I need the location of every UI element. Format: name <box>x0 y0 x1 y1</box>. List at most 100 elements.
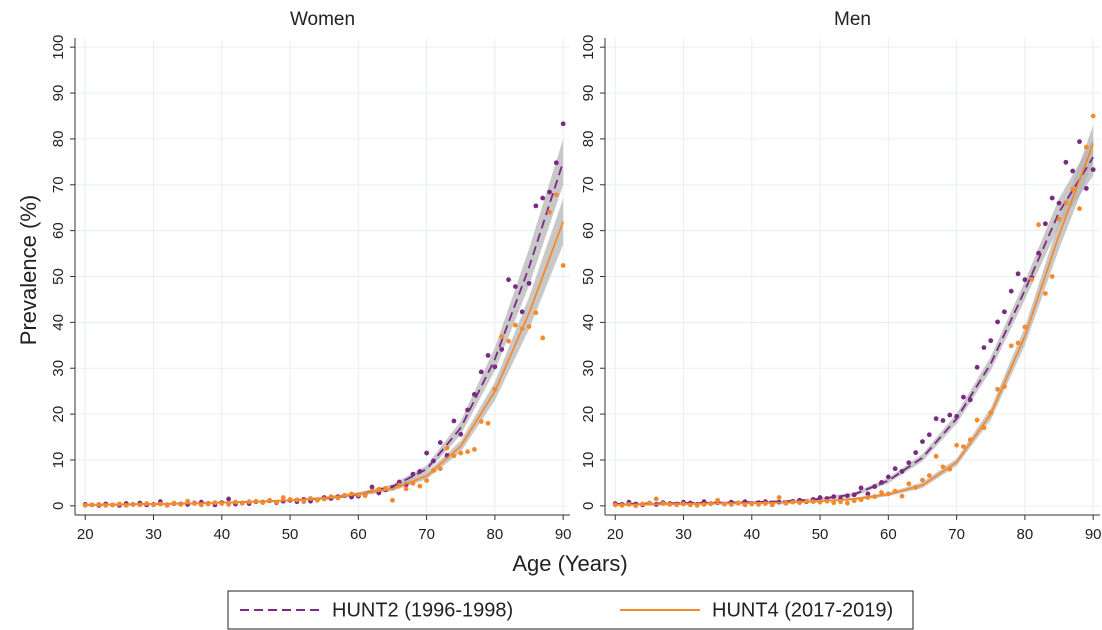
data-point <box>1022 324 1028 330</box>
x-tick-label: 40 <box>743 526 760 543</box>
data-point <box>988 338 994 344</box>
data-point <box>844 500 850 506</box>
data-point <box>1090 167 1096 173</box>
fit-line <box>615 156 1094 505</box>
data-point <box>885 474 891 480</box>
fit-line <box>85 221 565 506</box>
data-point <box>933 453 939 459</box>
data-point <box>560 121 566 127</box>
data-point <box>540 335 546 341</box>
y-tick-label: 80 <box>580 131 597 148</box>
data-point <box>403 486 409 492</box>
y-tick-label: 90 <box>50 85 67 102</box>
x-tick-label: 30 <box>145 526 162 543</box>
fit-line <box>615 143 1095 506</box>
x-tick-label: 20 <box>607 526 624 543</box>
y-tick-label: 50 <box>580 268 597 285</box>
data-point <box>451 418 457 424</box>
data-point <box>1056 200 1062 206</box>
data-point <box>560 263 566 268</box>
x-tick-label: 30 <box>675 526 692 543</box>
data-point <box>533 203 539 209</box>
x-tick-label: 50 <box>282 526 299 543</box>
y-tick-label: 100 <box>50 35 67 60</box>
panel-title: Women <box>290 9 355 30</box>
data-point <box>954 442 960 448</box>
data-point <box>424 450 430 456</box>
data-point <box>981 345 987 350</box>
data-point <box>974 364 980 370</box>
data-point <box>920 477 925 483</box>
data-point <box>472 447 477 452</box>
data-point <box>1049 274 1055 279</box>
data-point <box>485 352 491 358</box>
data-point <box>961 394 966 400</box>
data-point <box>1077 206 1082 212</box>
y-tick-label: 0 <box>580 502 597 510</box>
data-point <box>280 495 286 500</box>
data-point <box>540 195 546 201</box>
x-tick-label: 40 <box>213 526 230 543</box>
y-tick-label: 80 <box>50 131 67 148</box>
y-tick-label: 60 <box>580 222 597 239</box>
data-point <box>1063 200 1069 206</box>
y-tick-label: 30 <box>50 360 67 377</box>
data-point <box>926 432 932 438</box>
data-point <box>512 284 518 289</box>
data-point <box>547 209 552 215</box>
data-point <box>1090 113 1096 119</box>
data-point <box>553 192 559 198</box>
data-point <box>1077 139 1082 145</box>
data-point <box>1063 159 1069 165</box>
data-point <box>1015 340 1021 346</box>
data-point <box>526 280 532 286</box>
y-tick-label: 40 <box>50 314 67 331</box>
data-point <box>995 386 1000 392</box>
x-tick-label: 90 <box>1085 526 1102 543</box>
data-point <box>1056 216 1062 222</box>
y-tick-label: 20 <box>580 406 597 423</box>
data-point <box>506 338 511 344</box>
data-point <box>1049 195 1055 201</box>
data-point <box>776 495 782 500</box>
data-point <box>879 490 884 495</box>
data-point <box>715 497 721 503</box>
y-axis-label: Prevalence (%) <box>16 195 41 345</box>
data-point <box>831 500 837 506</box>
data-point <box>458 450 464 456</box>
data-point <box>417 483 423 489</box>
data-point <box>1083 144 1089 150</box>
data-point <box>499 334 505 339</box>
x-tick-label: 50 <box>812 526 829 543</box>
legend-box <box>227 590 914 630</box>
data-point <box>865 491 871 497</box>
data-point <box>437 440 443 445</box>
data-point <box>424 478 430 484</box>
data-point <box>872 484 878 489</box>
x-tick-label: 20 <box>77 526 94 543</box>
y-tick-label: 10 <box>50 452 67 469</box>
data-point <box>499 347 505 352</box>
data-point <box>472 391 477 397</box>
data-point <box>519 309 525 315</box>
data-point <box>858 485 864 491</box>
y-tick-label: 0 <box>50 502 67 510</box>
data-point <box>492 364 498 370</box>
data-point <box>301 499 307 505</box>
data-point <box>947 412 953 418</box>
panel-title: Men <box>834 9 871 30</box>
x-tick-label: 70 <box>948 526 965 543</box>
data-point <box>906 460 912 466</box>
data-point <box>478 419 484 424</box>
data-point <box>940 464 946 470</box>
data-point <box>1015 271 1021 277</box>
legend-label: HUNT4 (2017-2019) <box>712 599 893 621</box>
data-point <box>1002 309 1007 315</box>
data-point <box>451 453 457 459</box>
y-tick-label: 10 <box>580 452 597 469</box>
y-tick-label: 100 <box>580 35 597 60</box>
data-point <box>1029 276 1035 282</box>
y-tick-label: 40 <box>580 314 597 331</box>
data-point <box>1008 343 1014 349</box>
